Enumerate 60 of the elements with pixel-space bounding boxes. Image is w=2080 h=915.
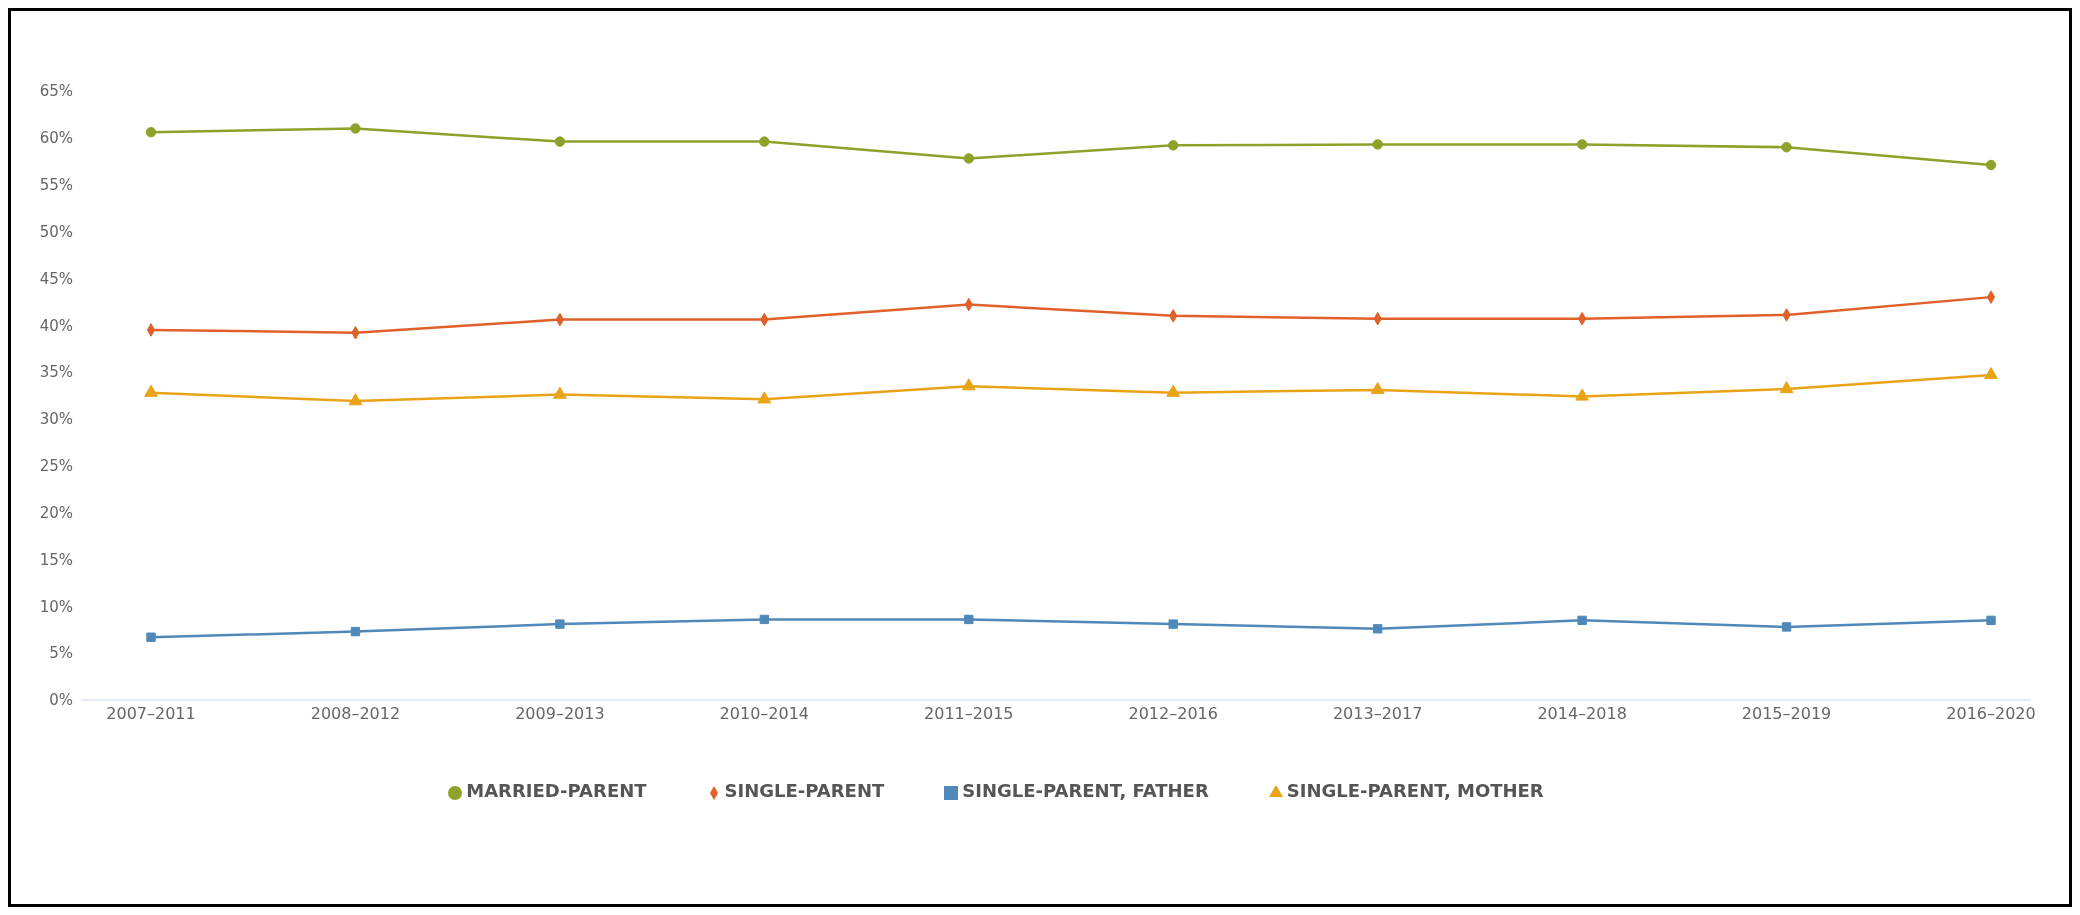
point bbox=[1370, 382, 1385, 395]
point bbox=[759, 136, 770, 147]
point bbox=[1781, 142, 1792, 153]
point bbox=[1575, 388, 1589, 401]
y-tick-label: 25% bbox=[39, 457, 73, 476]
y-tick-label: 15% bbox=[39, 550, 73, 569]
x-tick-label: 2009–2013 bbox=[515, 704, 605, 724]
x-tick-label: 2014–2018 bbox=[1537, 704, 1627, 724]
x-tick-label: 2016–2020 bbox=[1946, 704, 2036, 724]
point bbox=[1985, 159, 1997, 171]
y-tick-label: 55% bbox=[39, 176, 73, 195]
point bbox=[145, 127, 157, 138]
point bbox=[1576, 139, 1588, 150]
point bbox=[1372, 139, 1383, 150]
x-tick-label: 2010–2014 bbox=[719, 704, 810, 724]
x-tick-label: 2011–2015 bbox=[924, 704, 1014, 724]
y-tick-label: 5% bbox=[49, 644, 73, 663]
point bbox=[350, 626, 361, 637]
point bbox=[555, 619, 565, 629]
y-tick-label: 30% bbox=[39, 410, 73, 429]
legend-label: SINGLE-PARENT bbox=[724, 780, 885, 801]
y-tick-label: 20% bbox=[39, 503, 73, 522]
point bbox=[1168, 619, 1178, 629]
point bbox=[554, 136, 566, 147]
point bbox=[1372, 624, 1383, 634]
y-tick-label: 35% bbox=[39, 363, 73, 382]
point bbox=[1781, 622, 1792, 632]
point bbox=[146, 632, 156, 642]
y-tick-label: 0% bbox=[49, 691, 73, 710]
point bbox=[146, 323, 156, 337]
point bbox=[553, 386, 567, 399]
point bbox=[1577, 615, 1587, 626]
y-tick-label: 40% bbox=[39, 316, 73, 335]
point bbox=[350, 123, 361, 134]
legend-label: MARRIED-PARENT bbox=[466, 780, 647, 801]
point bbox=[757, 391, 772, 404]
point bbox=[1986, 615, 1996, 626]
point bbox=[144, 384, 158, 397]
legend-label: SINGLE-PARENT, FATHER bbox=[962, 780, 1209, 801]
y-tick-label: 60% bbox=[39, 129, 73, 148]
y-tick-label: 50% bbox=[39, 222, 73, 241]
y-tick-label: 10% bbox=[39, 597, 73, 616]
point bbox=[1779, 381, 1794, 394]
point bbox=[963, 153, 974, 164]
y-tick-label: 45% bbox=[39, 269, 73, 288]
x-tick-label: 2008–2012 bbox=[310, 704, 401, 724]
x-tick-label: 2013–2017 bbox=[1332, 704, 1423, 724]
x-tick-label: 2012–2016 bbox=[1128, 704, 1218, 724]
point bbox=[964, 614, 974, 625]
point bbox=[1984, 367, 1998, 380]
point bbox=[1986, 290, 1996, 304]
point bbox=[961, 378, 976, 391]
legend-label: SINGLE-PARENT, MOTHER bbox=[1286, 780, 1544, 801]
point bbox=[1168, 140, 1179, 151]
x-tick-label: 2015–2019 bbox=[1741, 704, 1832, 724]
point bbox=[759, 614, 770, 625]
point bbox=[1166, 384, 1181, 397]
x-tick-label: 2007–2011 bbox=[106, 704, 196, 724]
point bbox=[348, 393, 363, 406]
y-tick-label: 65% bbox=[39, 82, 73, 101]
